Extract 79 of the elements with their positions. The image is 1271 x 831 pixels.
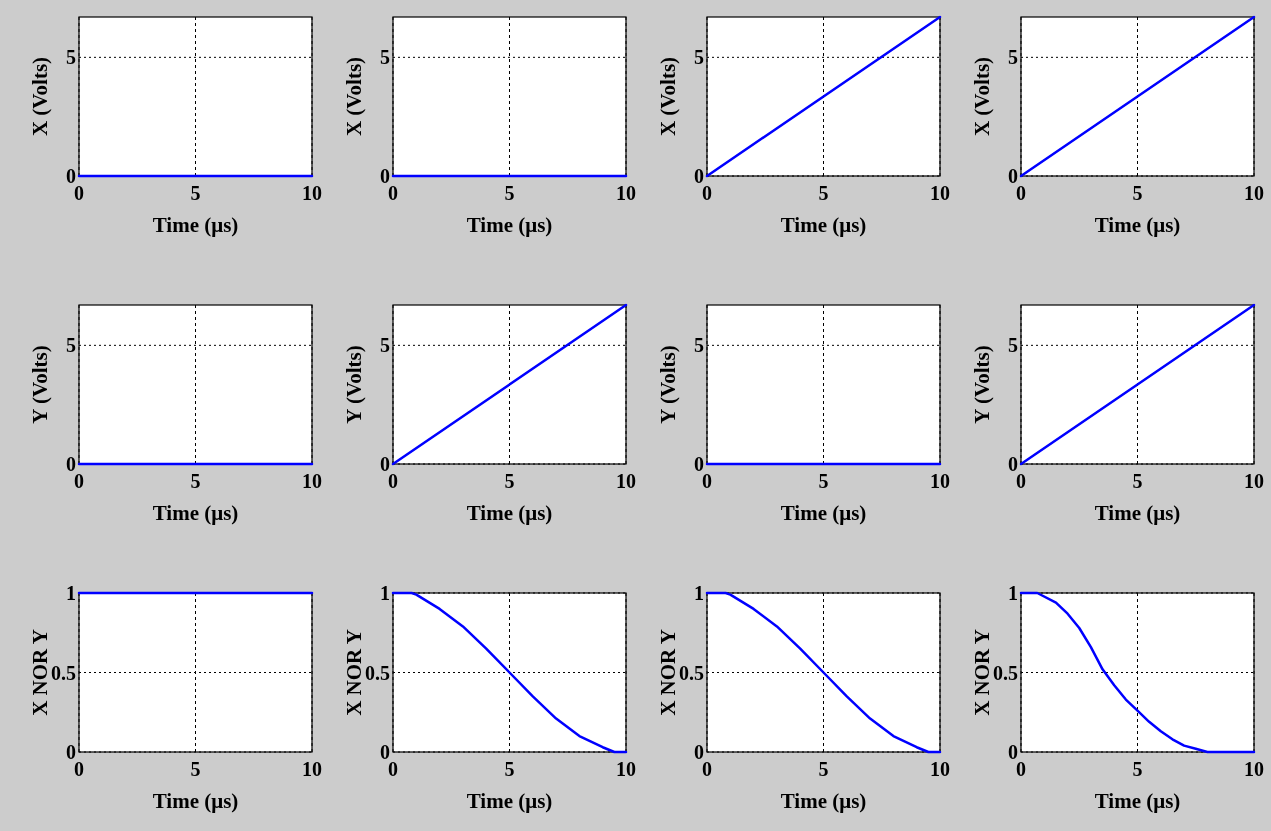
- y-tick-label: 0: [1008, 453, 1018, 475]
- x-tick-label: 5: [818, 182, 829, 204]
- y-tick-label: 5: [66, 46, 76, 69]
- x-tick-label: 5: [504, 470, 515, 492]
- y-tick-label: 5: [380, 334, 390, 357]
- y-tick-label: 0: [694, 453, 704, 475]
- y-axis-title: X NOR Y: [28, 629, 52, 716]
- y-axis-title: Y (Volts): [970, 345, 994, 424]
- x-tick-label: 5: [190, 758, 201, 780]
- x-axis-title: Time (μs): [1094, 213, 1181, 237]
- x-tick-label: 10: [302, 470, 322, 492]
- x-tick-label: 10: [616, 182, 636, 204]
- x-tick-label: 10: [930, 182, 950, 204]
- y-tick-label: 0: [1008, 165, 1018, 187]
- x-tick-label: 5: [190, 182, 201, 204]
- y-tick-label: 1: [380, 582, 390, 604]
- x-axis-title: Time (μs): [152, 501, 239, 525]
- y-axis-title: X (Volts): [970, 56, 994, 137]
- line-series: [391, 591, 628, 754]
- y-axis-title: X (Volts): [28, 56, 52, 137]
- x-tick-label: 10: [930, 470, 950, 492]
- y-axis-title: X NOR Y: [342, 629, 366, 716]
- x-tick-label: 5: [504, 182, 515, 204]
- y-tick-label: 0.5: [365, 661, 390, 684]
- x-tick-label: 5: [1132, 758, 1143, 780]
- y-tick-label: 1: [66, 582, 76, 604]
- x-axis-title: Time (μs): [780, 501, 867, 525]
- y-tick-label: 5: [66, 334, 76, 357]
- y-tick-label: 1: [694, 582, 704, 604]
- y-axis-title: Y (Volts): [342, 345, 366, 424]
- x-axis-title: Time (μs): [466, 501, 553, 525]
- x-tick-label: 10: [616, 470, 636, 492]
- y-tick-label: 5: [1008, 46, 1018, 69]
- y-tick-label: 5: [1008, 334, 1018, 357]
- x-tick-label: 5: [818, 758, 829, 780]
- y-axis-title: X NOR Y: [970, 629, 994, 716]
- x-axis-title: Time (μs): [466, 213, 553, 237]
- line-series: [705, 591, 942, 754]
- x-tick-label: 10: [1244, 182, 1264, 204]
- x-tick-label: 10: [1244, 758, 1264, 780]
- x-axis-title: Time (μs): [780, 213, 867, 237]
- y-tick-label: 0: [66, 453, 76, 475]
- x-axis-title: Time (μs): [152, 789, 239, 813]
- x-axis-title: Time (μs): [466, 789, 553, 813]
- x-tick-label: 10: [930, 758, 950, 780]
- y-axis-title: X (Volts): [656, 56, 680, 137]
- line-series: [1019, 591, 1256, 754]
- x-axis-title: Time (μs): [152, 213, 239, 237]
- y-axis-title: Y (Volts): [28, 345, 52, 424]
- y-tick-label: 0.5: [679, 661, 704, 684]
- y-tick-label: 5: [694, 46, 704, 69]
- y-tick-label: 0: [66, 165, 76, 187]
- y-tick-label: 5: [380, 46, 390, 69]
- y-tick-label: 0.5: [993, 661, 1018, 684]
- x-axis-title: Time (μs): [1094, 789, 1181, 813]
- x-tick-label: 10: [302, 182, 322, 204]
- x-tick-label: 5: [190, 470, 201, 492]
- x-axis-title: Time (μs): [1094, 501, 1181, 525]
- x-tick-label: 5: [818, 470, 829, 492]
- y-tick-label: 0: [694, 741, 704, 763]
- x-tick-label: 5: [1132, 182, 1143, 204]
- y-tick-label: 0: [694, 165, 704, 187]
- y-tick-label: 0.5: [51, 661, 76, 684]
- y-tick-label: 0: [66, 741, 76, 763]
- y-axis-title: X NOR Y: [656, 629, 680, 716]
- x-axis-title: Time (μs): [780, 789, 867, 813]
- y-axis-title: Y (Volts): [656, 345, 680, 424]
- y-tick-label: 5: [694, 334, 704, 357]
- y-tick-label: 0: [380, 165, 390, 187]
- y-tick-label: 1: [1008, 582, 1018, 604]
- y-axis-title: X (Volts): [342, 56, 366, 137]
- x-tick-label: 10: [616, 758, 636, 780]
- y-tick-label: 0: [1008, 741, 1018, 763]
- x-tick-label: 5: [1132, 470, 1143, 492]
- x-tick-label: 10: [302, 758, 322, 780]
- x-tick-label: 5: [504, 758, 515, 780]
- y-tick-label: 0: [380, 741, 390, 763]
- x-tick-label: 10: [1244, 470, 1264, 492]
- y-tick-label: 0: [380, 453, 390, 475]
